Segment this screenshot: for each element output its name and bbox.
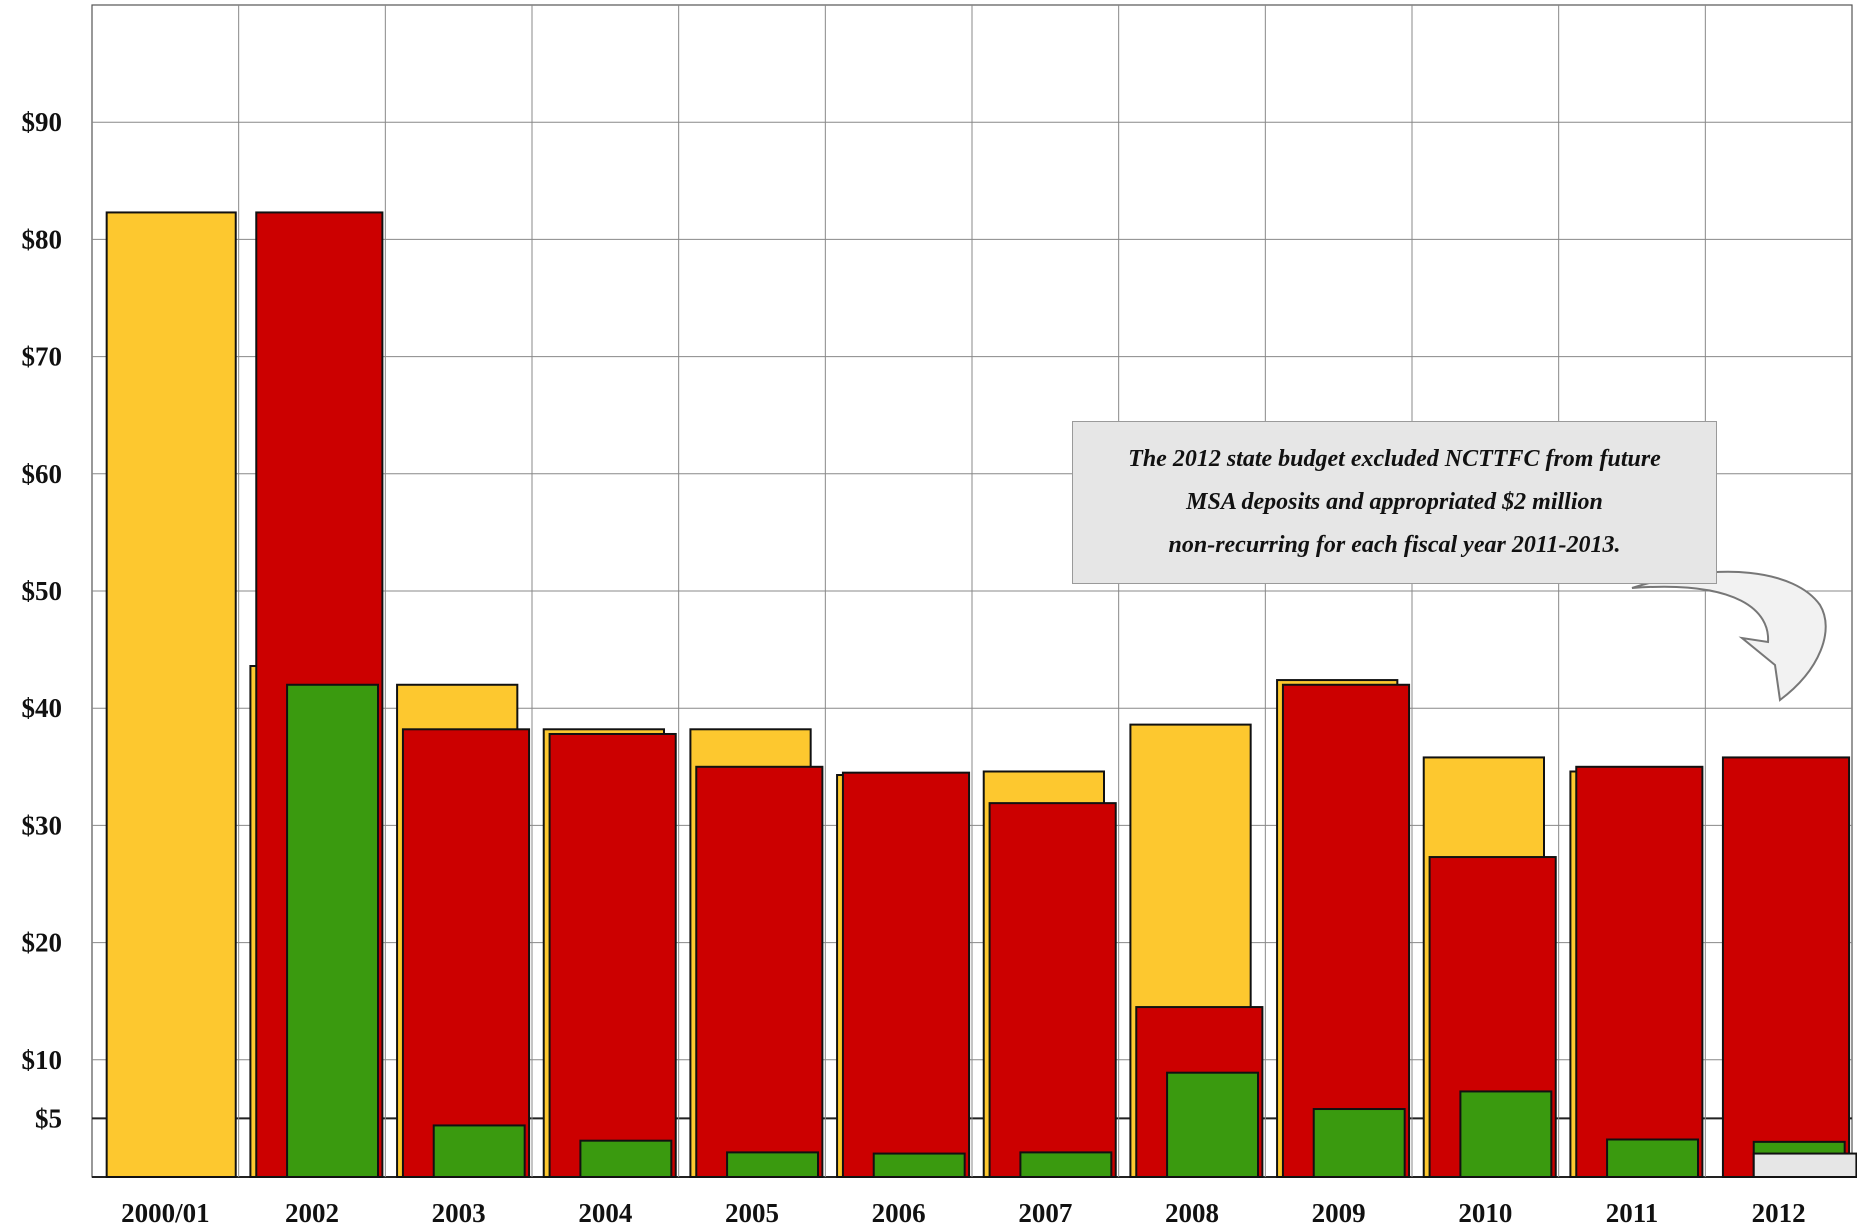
bar-s2-2006 <box>872 1152 966 1179</box>
bar-s2-2007 <box>1019 1151 1113 1178</box>
bars <box>105 211 1857 1179</box>
bar-s3-2012 <box>1752 1152 1857 1179</box>
x-tick-label: 2000/01 <box>121 1198 210 1228</box>
bar-s1-2011 <box>1575 765 1704 1178</box>
bar-s2-2010 <box>1459 1090 1553 1178</box>
grid <box>91 4 1853 1178</box>
bar-s1-2005 <box>695 765 824 1178</box>
bar-s1-2006 <box>841 771 971 1178</box>
annotation-arrow <box>1631 570 1827 702</box>
x-tick-label: 2009 <box>1312 1198 1366 1228</box>
bar-s1-2012 <box>1721 756 1851 1178</box>
x-tick-label: 2012 <box>1752 1198 1806 1228</box>
y-tick-label: $10 <box>22 1045 63 1075</box>
x-tick-label: 2011 <box>1606 1198 1659 1228</box>
y-tick-label: $50 <box>22 576 63 606</box>
bar-s2-2004 <box>579 1139 673 1178</box>
bar-s1-2009 <box>1281 683 1411 1178</box>
y-tick-label: $30 <box>22 810 63 840</box>
annotation-line-3: non-recurring for each fiscal year 2011-… <box>1168 532 1621 558</box>
x-tick-label: 2003 <box>432 1198 486 1228</box>
bar-s1-2003 <box>401 728 531 1179</box>
bar-s1-2007 <box>988 802 1117 1179</box>
y-tick-label: $80 <box>22 224 63 254</box>
bar-s2-2002 <box>286 683 380 1178</box>
bar-s2-2011 <box>1606 1138 1699 1178</box>
bar-s2-2005 <box>726 1151 819 1178</box>
bar-s2-2003 <box>432 1124 526 1179</box>
annotation-line-1: The 2012 state budget excluded NCTTFC fr… <box>1128 446 1661 472</box>
y-tick-label: $60 <box>22 459 63 489</box>
x-tick-label: 2010 <box>1458 1198 1512 1228</box>
x-tick-label: 2007 <box>1018 1198 1072 1228</box>
y-tick-label: $90 <box>22 107 63 137</box>
x-tick-label: 2002 <box>285 1198 339 1228</box>
bar-s1-2004 <box>548 732 677 1178</box>
x-axis-ticks: 2000/01 2002 2003 2004 2005 2006 2007 2008 2009 2… <box>121 1198 1806 1228</box>
x-tick-label: 2008 <box>1165 1198 1219 1228</box>
bar-s2-2008 <box>1166 1071 1259 1179</box>
y-tick-label: $40 <box>22 693 63 723</box>
annotation-box: The 2012 state budget excluded NCTTFC fr… <box>1072 421 1717 584</box>
x-tick-label: 2005 <box>725 1198 779 1228</box>
bar-s0-2000-01 <box>105 211 237 1179</box>
y-tick-label: $20 <box>22 928 63 958</box>
annotation-line-2: MSA deposits and appropriated $2 million <box>1186 489 1603 515</box>
y-tick-label: $70 <box>22 342 63 372</box>
x-tick-label: 2006 <box>872 1198 926 1228</box>
y-tick-label: $5 <box>35 1103 62 1133</box>
x-tick-label: 2004 <box>578 1198 632 1228</box>
y-axis-ticks: $5 $10 $20 $30 $40 $50 $60 $70 $80 $90 <box>22 107 63 1133</box>
bar-s2-2009 <box>1312 1108 1406 1179</box>
